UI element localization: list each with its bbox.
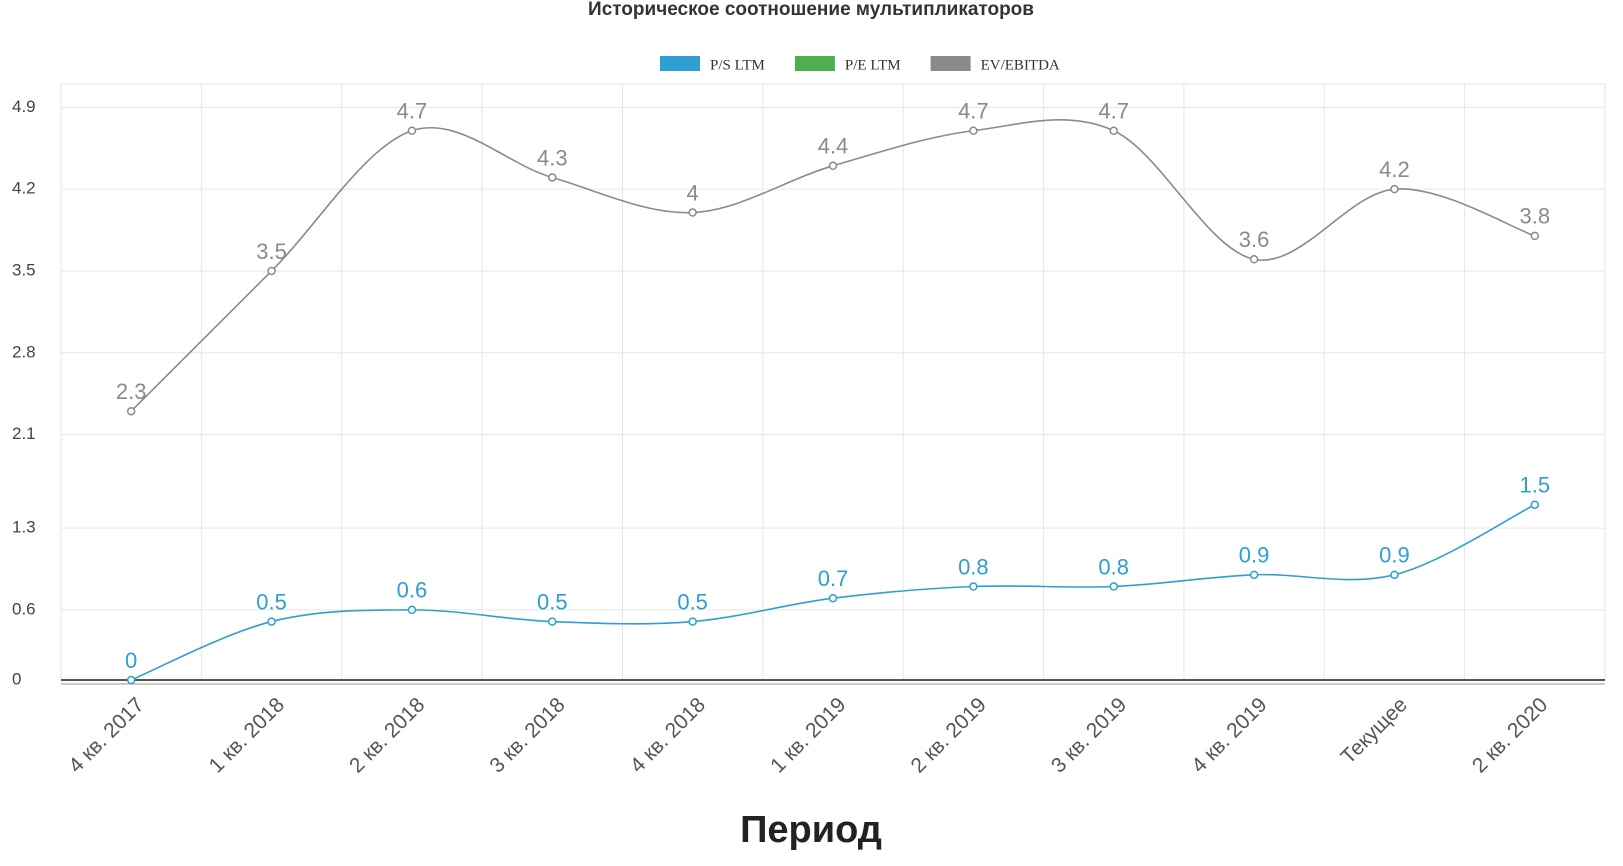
y-tick-label: 0 — [12, 669, 21, 688]
legend-swatch — [930, 56, 971, 71]
x-tick-label: 3 кв. 2018 — [485, 693, 569, 777]
y-tick-label: 4.2 — [12, 179, 36, 198]
data-label: 0.7 — [818, 566, 849, 591]
data-point — [407, 605, 417, 615]
data-label: 4.7 — [958, 99, 989, 124]
y-tick-label: 1.3 — [12, 518, 36, 537]
x-tick-label: 2 кв. 2018 — [345, 693, 429, 777]
data-point — [1530, 231, 1540, 241]
data-label: 0.9 — [1379, 543, 1410, 568]
data-label: 0.6 — [397, 578, 428, 603]
data-point — [548, 173, 557, 182]
legend-label: P/E LTM — [845, 57, 901, 73]
x-tick-label: 4 кв. 2018 — [626, 693, 710, 777]
y-tick-label: 2.8 — [12, 342, 36, 361]
y-tick-label: 4.9 — [12, 97, 36, 116]
data-point — [828, 593, 838, 603]
data-label: 4.2 — [1379, 157, 1410, 182]
data-label: 4.7 — [397, 99, 428, 124]
data-point — [1390, 570, 1399, 580]
data-point — [548, 617, 557, 626]
data-label: 0.5 — [537, 589, 568, 614]
x-tick-label: 3 кв. 2019 — [1047, 693, 1131, 777]
data-label: 4.4 — [818, 134, 849, 159]
data-point — [267, 266, 276, 276]
data-label: 2.3 — [116, 379, 147, 404]
data-point — [267, 617, 276, 626]
data-point — [1530, 500, 1540, 509]
y-tick-label: 0.6 — [12, 599, 36, 618]
data-label: 0.5 — [677, 589, 708, 614]
y-tick-label: 2.1 — [12, 424, 36, 443]
data-point — [126, 406, 136, 416]
data-label: 0 — [125, 648, 137, 673]
legend-label: EV/EBITDA — [981, 57, 1060, 73]
data-point — [1109, 126, 1118, 135]
data-point — [126, 675, 136, 685]
data-label: 4 — [687, 180, 699, 205]
data-point — [1109, 582, 1118, 591]
x-tick-label: 4 кв. 2017 — [64, 693, 148, 777]
data-label: 0.8 — [958, 554, 989, 579]
legend-swatch — [660, 56, 700, 71]
data-label: 3.6 — [1239, 227, 1270, 252]
chart-title: Историческое соотношение мультипликаторо… — [588, 0, 1034, 20]
data-label: 3.8 — [1520, 204, 1551, 229]
data-label: 4.7 — [1098, 99, 1129, 124]
data-label: 3.5 — [256, 239, 287, 264]
data-point — [1249, 570, 1259, 580]
data-point — [1249, 255, 1259, 264]
data-point — [969, 582, 978, 591]
data-label: 0.8 — [1098, 554, 1129, 579]
x-tick-label: 2 кв. 2020 — [1468, 693, 1552, 777]
data-label: 4.3 — [537, 145, 568, 170]
data-point — [688, 617, 697, 626]
data-point — [1390, 184, 1399, 194]
legend-label: P/S LTM — [710, 57, 765, 73]
legend-swatch — [794, 56, 835, 71]
y-tick-label: 3.5 — [12, 260, 36, 279]
x-tick-label: 1 кв. 2019 — [766, 693, 850, 777]
data-label: 0.5 — [256, 589, 287, 614]
x-tick-label: Текущее — [1336, 693, 1411, 768]
data-point — [969, 126, 978, 135]
data-point — [828, 161, 838, 171]
x-tick-label: 4 кв. 2019 — [1187, 693, 1271, 777]
data-label: 0.9 — [1239, 543, 1270, 568]
data-point — [688, 208, 697, 217]
x-axis-title: Период — [740, 809, 882, 851]
x-tick-label: 1 кв. 2018 — [205, 693, 289, 777]
data-point — [407, 126, 417, 135]
data-label: 1.5 — [1520, 473, 1551, 498]
x-tick-label: 2 кв. 2019 — [906, 693, 990, 777]
